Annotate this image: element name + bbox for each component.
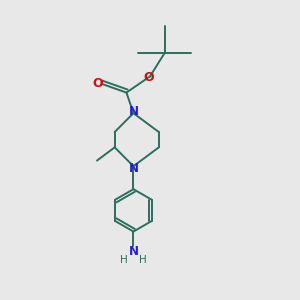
Text: N: N xyxy=(128,105,138,118)
Text: N: N xyxy=(128,245,138,258)
Text: H: H xyxy=(120,255,128,266)
Text: N: N xyxy=(128,162,138,175)
Text: H: H xyxy=(139,255,147,266)
Text: O: O xyxy=(93,77,103,90)
Text: O: O xyxy=(143,71,154,84)
